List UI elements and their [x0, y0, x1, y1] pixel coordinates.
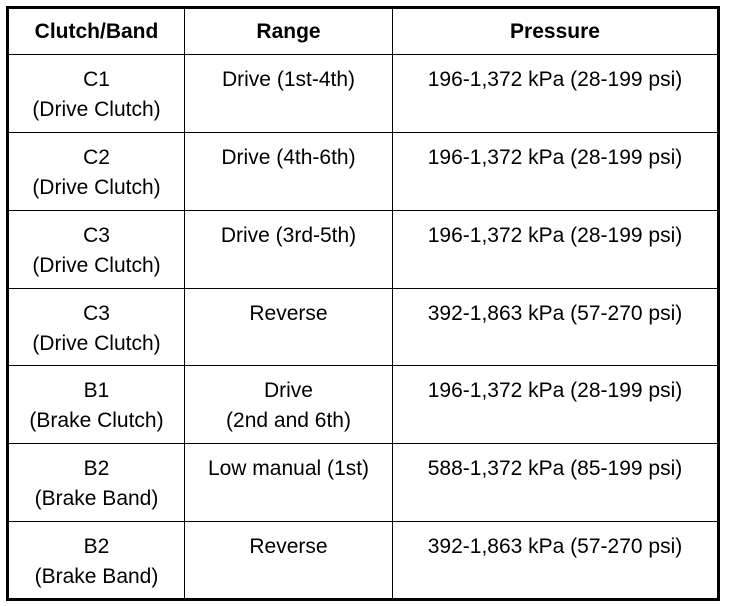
- cell-text: (Brake Band): [34, 565, 159, 589]
- table-cell: C3 (Drive Clutch): [7, 209, 185, 289]
- cell-text: B2: [83, 457, 110, 481]
- cell-text: (2nd and 6th): [226, 409, 351, 433]
- cell-text: C3: [83, 223, 110, 247]
- cell-text: 392-1,863 kPa (57-270 psi): [427, 535, 683, 559]
- table-cell: 196-1,372 kPa (28-199 psi): [392, 365, 719, 445]
- header-cell: Clutch/Band: [7, 7, 185, 55]
- table-row: C3 (Drive Clutch) Drive (3rd-5th) 196-1,372…: [7, 209, 719, 289]
- cell-text: (Drive Clutch): [32, 98, 161, 121]
- cell-text: Reverse: [249, 535, 328, 559]
- cell-text: Drive (1st-4th): [221, 68, 356, 91]
- cell-text: (Drive Clutch): [32, 175, 161, 199]
- cell-text: 392-1,863 kPa (57-270 psi): [427, 301, 683, 325]
- cell-text: (Brake Band): [34, 487, 159, 511]
- cell-text: 196-1,372 kPa (28-199 psi): [427, 68, 683, 91]
- cell-text: 196-1,372 kPa (28-199 psi): [427, 145, 683, 169]
- table-cell: Drive (2nd and 6th): [184, 365, 393, 445]
- table-row: B2 (Brake Band) Low manual (1st) 588-1,372 …: [7, 443, 719, 523]
- cell-text: Drive: [263, 379, 313, 403]
- table-row: C2 (Drive Clutch) Drive (4th-6th) 196-1,372…: [7, 131, 719, 211]
- table-cell: B1 (Brake Clutch): [7, 365, 185, 445]
- table-cell: Drive (3rd-5th): [184, 209, 393, 289]
- cell-text: Low manual (1st): [207, 457, 370, 481]
- cell-text: 196-1,372 kPa (28-199 psi): [427, 223, 683, 247]
- pressure-table: Clutch/Band Range Pressure C1 (Drive Clutch…: [6, 6, 720, 601]
- cell-text: Reverse: [249, 301, 328, 325]
- table-cell: 196-1,372 kPa (28-199 psi): [392, 131, 719, 211]
- cell-text: B2: [83, 535, 110, 559]
- cell-text: Drive (4th-6th): [221, 145, 356, 169]
- table-row: C3 (Drive Clutch) Reverse 392-1,863 kPa (57…: [7, 287, 719, 367]
- header-cell: Range: [184, 7, 393, 55]
- table-row: C1 (Drive Clutch) Drive (1st-4th) 196-1,372…: [7, 54, 719, 133]
- table-cell: C2 (Drive Clutch): [7, 131, 185, 211]
- cell-text: 588-1,372 kPa (85-199 psi): [427, 457, 683, 481]
- cell-text: B1: [83, 379, 110, 403]
- table-header: Clutch/Band Range Pressure: [7, 7, 719, 55]
- cell-text: (Drive Clutch): [32, 253, 161, 277]
- table-cell: Drive (1st-4th): [184, 54, 393, 133]
- table-cell: Drive (4th-6th): [184, 131, 393, 211]
- table-cell: 392-1,863 kPa (57-270 psi): [392, 521, 719, 600]
- table-cell: C1 (Drive Clutch): [7, 54, 185, 133]
- cell-text: C2: [83, 145, 110, 169]
- table-cell: 196-1,372 kPa (28-199 psi): [392, 209, 719, 289]
- cell-text: (Brake Clutch): [29, 409, 164, 433]
- table-cell: Low manual (1st): [184, 443, 393, 523]
- table-cell: 588-1,372 kPa (85-199 psi): [392, 443, 719, 523]
- table-row: B2 (Brake Band) Reverse 392-1,863 kPa (57-2…: [7, 521, 719, 600]
- table-row: B1 (Brake Clutch) Drive (2nd and 6th) 196-1,…: [7, 365, 719, 445]
- cell-text: C3: [83, 301, 110, 325]
- cell-text: (Drive Clutch): [32, 331, 161, 355]
- table-cell: Reverse: [184, 287, 393, 367]
- table-cell: B2 (Brake Band): [7, 521, 185, 600]
- header-row: Clutch/Band Range Pressure: [7, 7, 719, 55]
- table-cell: B2 (Brake Band): [7, 443, 185, 523]
- cell-text: Drive (3rd-5th): [220, 223, 357, 247]
- cell-text: 196-1,372 kPa (28-199 psi): [427, 379, 683, 403]
- table-cell: 196-1,372 kPa (28-199 psi): [392, 54, 719, 133]
- table-cell: 392-1,863 kPa (57-270 psi): [392, 287, 719, 367]
- table-cell: Reverse: [184, 521, 393, 600]
- header-cell: Pressure: [392, 7, 719, 55]
- table-cell: C3 (Drive Clutch): [7, 287, 185, 367]
- table-body: C1 (Drive Clutch) Drive (1st-4th) 196-1,372…: [7, 54, 719, 600]
- cell-text: C1: [83, 68, 110, 91]
